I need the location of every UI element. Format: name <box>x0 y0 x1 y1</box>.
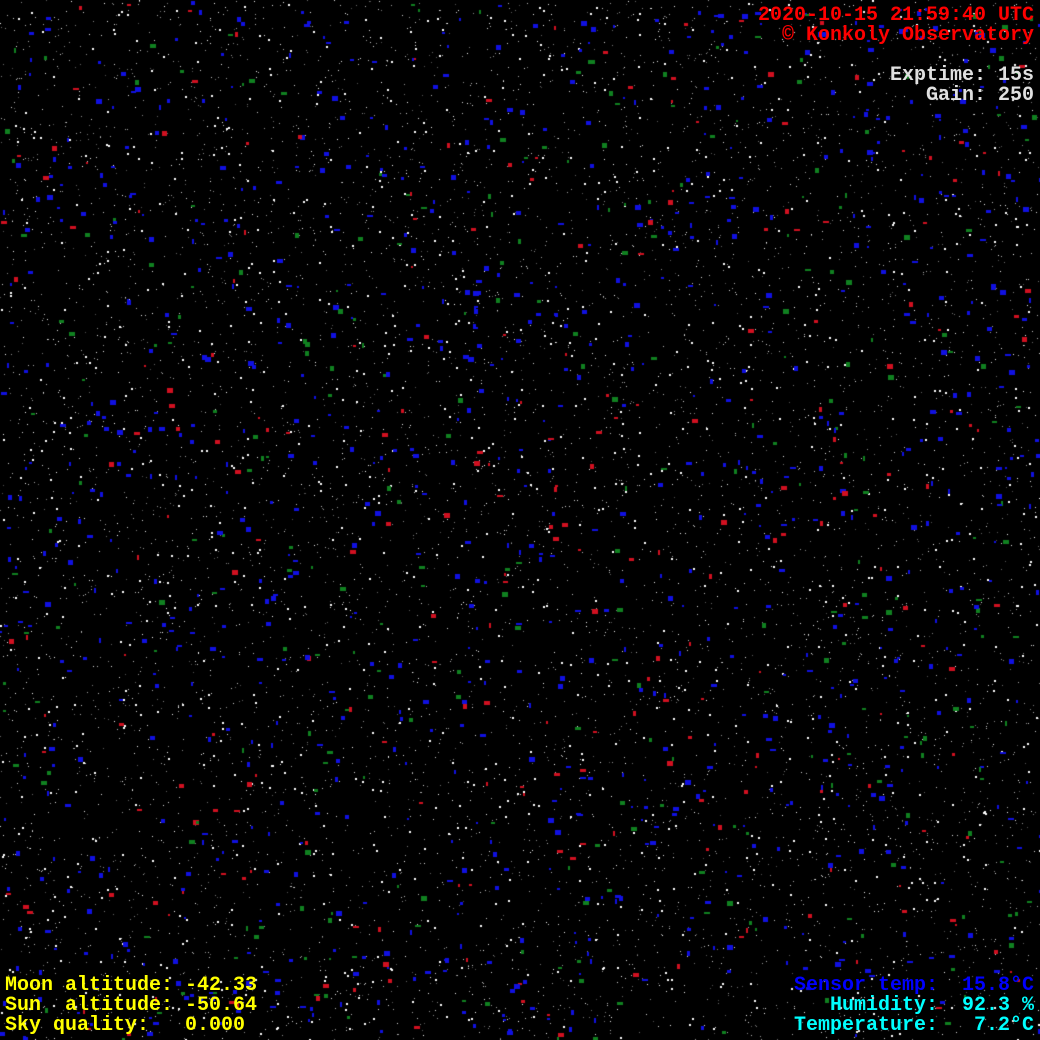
moon-altitude: Moon altitude: -42.33 <box>5 974 258 997</box>
temperature: Temperature: 7.2°C <box>793 1014 1034 1037</box>
sun-altitude: Sun altitude: -50.64 <box>5 994 258 1017</box>
exptime: Exptime: 15s <box>889 64 1034 87</box>
sky-quality: Sky quality: 0.000 <box>5 1014 246 1037</box>
humidity: Humidity: 92.3 % <box>829 994 1034 1017</box>
copyright: © Konkoly Observatory <box>781 24 1034 47</box>
gain: Gain: 250 <box>925 84 1034 107</box>
sensor-temp: Sensor temp: 15.8°C <box>793 974 1034 997</box>
timestamp: 2020-10-15 21:59:40 UTC <box>757 4 1034 27</box>
